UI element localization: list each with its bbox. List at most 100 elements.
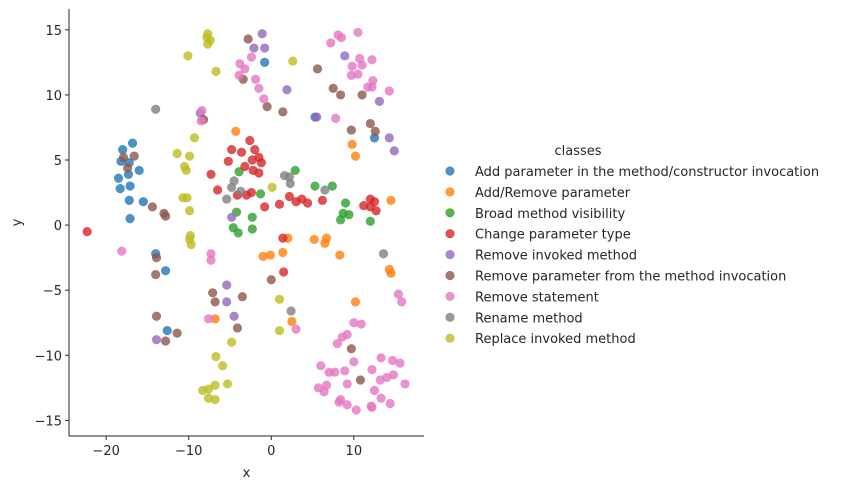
- scatter-point: [260, 202, 270, 212]
- scatter-point: [319, 387, 329, 397]
- scatter-point: [217, 361, 228, 371]
- scatter-point: [388, 370, 399, 380]
- scatter-point: [395, 358, 405, 368]
- scatter-point: [234, 70, 244, 80]
- scatter-point: [115, 184, 125, 194]
- legend-label: Add parameter in the method/constructor …: [475, 165, 819, 180]
- scatter-point: [162, 325, 172, 336]
- scatter-point: [246, 187, 257, 198]
- scatter-point: [342, 379, 352, 389]
- y-tick-label: 15: [45, 24, 62, 39]
- x-axis-label: x: [243, 466, 251, 481]
- scatter-point: [336, 394, 346, 405]
- scatter-point: [385, 398, 395, 409]
- scatter-point: [227, 212, 237, 222]
- scatter-point: [229, 311, 239, 321]
- y-tick-label: −10: [35, 349, 62, 364]
- scatter-point: [278, 233, 288, 243]
- legend-item: Add/Remove parameter: [445, 186, 631, 201]
- scatter-point: [357, 60, 367, 70]
- legend-item: Add parameter in the method/constructor …: [445, 165, 819, 180]
- scatter-point: [340, 51, 350, 61]
- scatter-point: [210, 297, 220, 307]
- scatter-point: [134, 165, 144, 176]
- scatter-point: [236, 186, 246, 196]
- scatter-point: [342, 400, 352, 410]
- scatter-point: [336, 215, 346, 225]
- scatter-point: [388, 355, 398, 366]
- y-axis-label: y: [10, 218, 25, 226]
- scatter-point: [184, 151, 195, 161]
- scatter-point: [210, 394, 220, 405]
- scatter-point: [151, 311, 162, 321]
- legend-marker: [445, 312, 455, 322]
- scatter-point: [151, 335, 162, 345]
- scatter-point: [286, 306, 296, 316]
- scatter-point: [247, 155, 257, 165]
- scatter-point: [346, 125, 356, 135]
- legend-label: Remove parameter from the method invocat…: [475, 270, 786, 285]
- scatter-point: [309, 234, 319, 245]
- scatter-point: [370, 126, 380, 136]
- scatter-point: [346, 344, 356, 354]
- series-1: [210, 126, 396, 327]
- scatter-point: [330, 367, 340, 377]
- scatter-point: [363, 82, 373, 92]
- series-0: [113, 57, 380, 336]
- scatter-point: [245, 135, 255, 146]
- scatter-point: [365, 202, 375, 212]
- scatter-point: [327, 181, 337, 191]
- scatter-point: [376, 393, 386, 403]
- scatter-point: [310, 181, 320, 191]
- scatter-point: [316, 361, 326, 371]
- legend-item: Remove statement: [445, 290, 599, 305]
- scatter-point: [184, 206, 195, 216]
- scatter-point: [285, 178, 295, 189]
- scatter-point: [265, 250, 276, 260]
- scatter-point: [357, 90, 367, 100]
- legend-title: classes: [554, 144, 601, 159]
- scatter-point: [400, 379, 410, 389]
- scatter-point: [240, 161, 250, 172]
- legend-marker: [445, 229, 455, 239]
- scatter-point: [384, 133, 394, 143]
- scatter-point: [206, 255, 216, 265]
- scatter-point: [260, 43, 270, 53]
- scatter-point: [331, 113, 341, 123]
- scatter-point: [278, 247, 288, 258]
- scatter-point: [181, 165, 191, 176]
- y-tick-label: −15: [35, 414, 62, 429]
- series-8: [172, 29, 298, 405]
- scatter-point: [282, 85, 292, 95]
- scatter-point: [262, 102, 272, 112]
- scatter-point: [356, 319, 366, 329]
- scatter-point: [227, 337, 237, 347]
- scatter-point: [182, 193, 192, 203]
- scatter-point: [347, 61, 357, 71]
- scatter-point: [227, 182, 237, 192]
- scatter-point: [378, 249, 389, 259]
- scatter-point: [336, 90, 346, 100]
- scatter-point: [151, 104, 161, 114]
- legend-marker: [445, 291, 455, 301]
- series-5: [118, 34, 380, 385]
- scatter-point: [284, 191, 295, 202]
- scatter-point: [291, 324, 301, 334]
- x-ticks: −20 −10 0 10: [92, 436, 362, 459]
- scatter-point: [118, 152, 129, 163]
- scatter-point: [393, 289, 404, 299]
- scatter-point: [374, 96, 385, 107]
- scatter-point: [147, 202, 157, 212]
- scatter-point: [369, 385, 380, 396]
- scatter-point: [222, 297, 232, 307]
- legend-item: Remove parameter from the method invocat…: [445, 270, 786, 285]
- scatter-point: [211, 351, 221, 362]
- scatter-point: [256, 158, 266, 168]
- scatter-point: [340, 366, 350, 376]
- axes: −20 −10 0 10 −15 −10 −5 0 5 10 15 x y: [10, 9, 424, 481]
- scatter-point: [336, 33, 347, 43]
- scatter-point: [160, 336, 171, 346]
- scatter-point: [337, 332, 347, 342]
- scatter-point: [355, 375, 366, 385]
